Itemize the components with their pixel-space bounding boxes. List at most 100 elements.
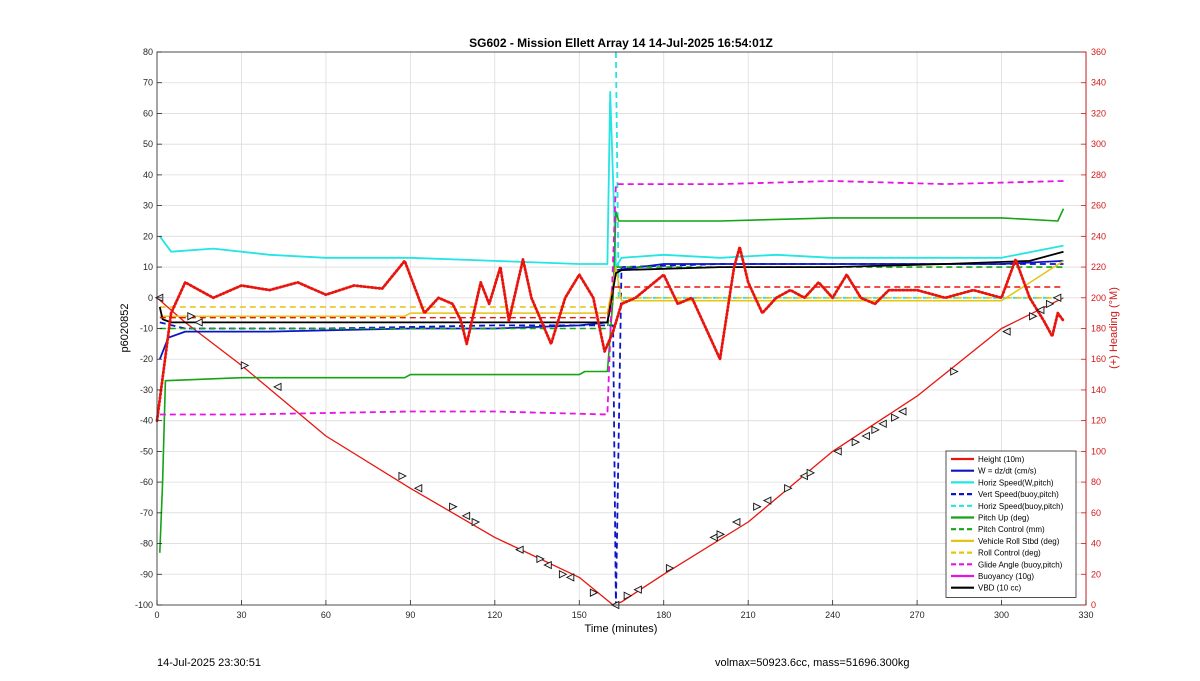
y-tick-label: 0 [148,293,153,303]
height-marker [398,471,407,481]
height-marker [536,554,545,564]
height-marker [623,591,633,601]
legend-label: Vert Speed(buoy,pitch) [978,490,1059,499]
y-tick-label: -100 [135,600,153,610]
height-marker [1035,305,1045,315]
height-marker [565,573,575,582]
y-axis-label: p6020852 [119,304,131,353]
height-marker [878,419,887,428]
y-tick-label: -80 [140,539,153,549]
height-marker [471,517,481,527]
series-pitch-up-deg [159,208,1065,553]
height-marker [871,425,880,435]
x-tick-label: 270 [910,610,925,620]
y2-tick-label: 260 [1091,201,1106,211]
legend-label: Height (10m) [978,455,1025,464]
y-tick-label: -70 [140,508,153,518]
series-heading [155,245,1065,423]
y-tick-label: 80 [143,47,153,57]
legend-label: Buoyancy (10g) [978,572,1034,581]
series-layer [154,51,1065,610]
y-tick-label: -50 [140,446,153,456]
series-heading-target [159,286,1064,319]
y2-tick-label: 60 [1091,508,1101,518]
y2-tick-label: 40 [1091,539,1101,549]
y-tick-label: 40 [143,170,153,180]
height-marker [898,407,907,416]
x-tick-label: 90 [405,610,415,620]
height-marker [833,447,842,456]
y2-tick-label: 360 [1091,47,1106,57]
series-vert-speed-buoy-pitch [159,263,1064,606]
y2-tick-label: 180 [1091,324,1106,334]
height-marker [187,311,196,321]
y2-tick-label: 200 [1091,293,1106,303]
height-marker [861,431,870,441]
legend-label: Horiz Speed(buoy,pitch) [978,502,1064,511]
footer-timestamp: 14-Jul-2025 23:30:51 [157,657,261,669]
y2-tick-label: 20 [1091,569,1101,579]
height-marker [665,563,675,573]
legend-label: Horiz Speed(W,pitch) [978,478,1054,487]
y-tick-label: -10 [140,324,153,334]
height-marker [753,502,762,511]
height-marker [449,502,458,511]
x-tick-label: 240 [825,610,840,620]
x-tick-label: 180 [656,610,671,620]
height-marker [273,382,282,392]
y2-tick-label: 100 [1091,446,1106,456]
y-tick-label: -60 [140,477,153,487]
x-tick-label: 150 [572,610,587,620]
height-marker [851,437,861,447]
y2-axis-label: (+) Heading (°M) [1108,287,1120,369]
y-tick-label: 20 [143,231,153,241]
height-marker [716,530,726,539]
height-marker [762,496,772,505]
y-tick-label: 50 [143,139,153,149]
y2-tick-label: 300 [1091,139,1106,149]
height-marker [891,413,900,422]
height-marker [589,588,599,597]
height-marker [1002,327,1011,336]
x-tick-label: 30 [236,610,246,620]
legend-label: Roll Control (deg) [978,549,1041,558]
y2-tick-label: 120 [1091,416,1106,426]
height-marker [784,484,793,493]
y2-tick-label: 240 [1091,231,1106,241]
legend-label: Glide Angle (buoy,pitch) [978,560,1063,569]
y-tick-label: 60 [143,108,153,118]
height-marker [461,511,471,521]
x-tick-label: 0 [154,610,159,620]
x-tick-label: 210 [741,610,756,620]
footer-volmax-mass: volmax=50923.6cc, mass=51696.300kg [715,657,910,669]
y2-tick-label: 220 [1091,262,1106,272]
height-marker [558,570,568,579]
y-tick-label: 70 [143,78,153,88]
y-tick-label: -30 [140,385,153,395]
legend-box [945,450,1077,598]
y2-tick-label: 160 [1091,354,1106,364]
y-tick-label: -90 [140,569,153,579]
height-marker [194,318,203,327]
height-marker [543,560,552,570]
chart-title: SG602 - Mission Ellett Array 14 14-Jul-2… [469,36,773,50]
y-tick-label: -20 [140,354,153,364]
y2-tick-label: 80 [1091,477,1101,487]
legend: Height (10m) W = dz/dt (cm/s) Horiz Speed(… [945,450,1077,598]
x-tick-label: 120 [487,610,502,620]
height-marker [515,545,524,554]
x-tick-label: 300 [994,610,1009,620]
y2-tick-label: 280 [1091,170,1106,180]
series-vehicle-roll-stbd-deg [159,260,1064,317]
y-tick-label: -40 [140,416,153,426]
height-marker [633,585,642,594]
y-tick-label: 10 [143,262,153,272]
y-tick-label: 30 [143,201,153,211]
legend-label: Pitch Up (deg) [978,514,1029,523]
height-marker [1045,299,1055,309]
x-tick-label: 330 [1078,610,1093,620]
height-marker [806,468,816,478]
series-horiz-speed-w-pitch [159,91,1064,268]
height-marker [950,367,959,376]
